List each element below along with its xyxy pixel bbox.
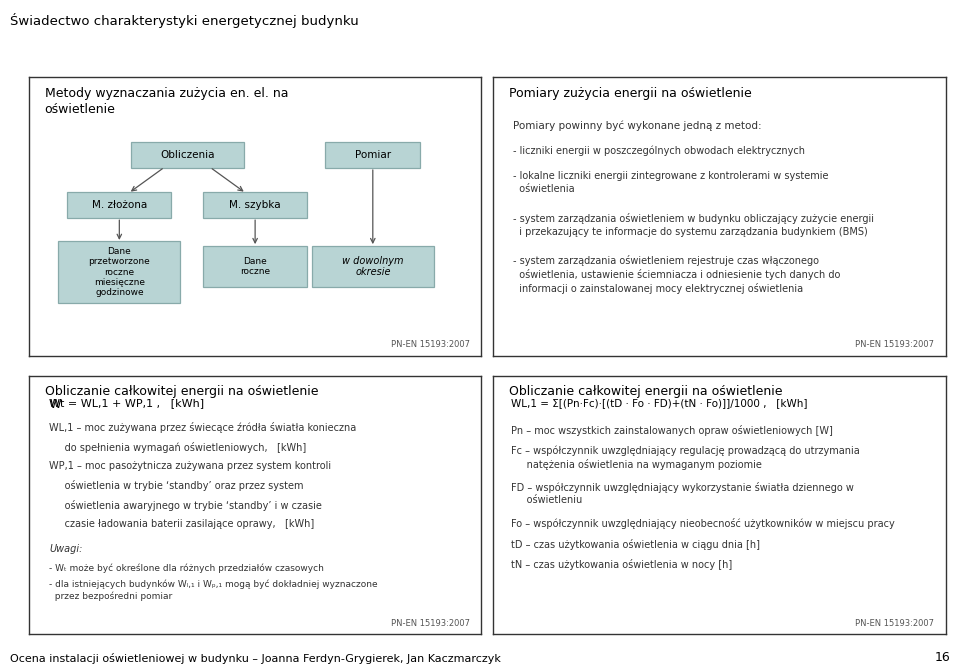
Text: Obliczenia: Obliczenia: [160, 150, 214, 160]
Text: PN-EN 15193:2007: PN-EN 15193:2007: [855, 619, 934, 627]
Text: do spełnienia wymagań oświetleniowych,   [kWh]: do spełnienia wymagań oświetleniowych, […: [49, 442, 306, 453]
Text: PN-EN 15193:2007: PN-EN 15193:2007: [391, 619, 470, 627]
FancyBboxPatch shape: [204, 192, 307, 219]
Text: PN-EN 15193:2007: PN-EN 15193:2007: [391, 340, 470, 349]
Text: M. złożona: M. złożona: [92, 200, 147, 210]
Text: Obliczanie całkowitej energii na oświetlenie: Obliczanie całkowitej energii na oświetl…: [45, 384, 318, 398]
Text: - system zarządzania oświetleniem w budynku obliczający zużycie energii
  i prze: - system zarządzania oświetleniem w budy…: [514, 213, 875, 237]
FancyBboxPatch shape: [204, 246, 307, 287]
Text: Świadectwo charakterystyki energetycznej budynku: Świadectwo charakterystyki energetycznej…: [10, 13, 358, 28]
Text: - liczniki energii w poszczególnych obwodach elektrycznych: - liczniki energii w poszczególnych obwo…: [514, 146, 805, 156]
FancyBboxPatch shape: [67, 192, 172, 219]
Text: tD – czas użytkowania oświetlenia w ciągu dnia [h]: tD – czas użytkowania oświetlenia w ciąg…: [511, 539, 760, 550]
Text: - Wₜ może być określone dla różnych przedziałów czasowych: - Wₜ może być określone dla różnych prze…: [49, 563, 324, 572]
Text: Pn – moc wszystkich zainstalowanych opraw oświetleniowych [W]: Pn – moc wszystkich zainstalowanych opra…: [511, 425, 833, 436]
Text: Pomiary zużycia energii na oświetlenie: Pomiary zużycia energii na oświetlenie: [509, 87, 752, 100]
Text: - dla istniejących budynków Wₗ,₁ i Wₚ,₁ mogą być dokładniej wyznaczone
  przez b: - dla istniejących budynków Wₗ,₁ i Wₚ,₁ …: [49, 580, 378, 601]
Text: Dane
roczne: Dane roczne: [240, 257, 270, 276]
FancyBboxPatch shape: [131, 142, 244, 168]
Text: WL,1 – moc zużywana przez świecące źródła światła konieczna: WL,1 – moc zużywana przez świecące źródł…: [49, 422, 356, 433]
Text: Pomiary powinny być wykonane jedną z metod:: Pomiary powinny być wykonane jedną z met…: [514, 120, 762, 131]
Text: w dowolnym
okresie: w dowolnym okresie: [342, 256, 403, 277]
Text: - system zarządzania oświetleniem rejestruje czas włączonego
  oświetlenia, usta: - system zarządzania oświetleniem rejest…: [514, 254, 841, 294]
Text: - lokalne liczniki energii zintegrowane z kontrolerami w systemie
  oświetlenia: - lokalne liczniki energii zintegrowane …: [514, 171, 828, 194]
Text: Fc – współczynnik uwzględniający regulację prowadzącą do utrzymania
     natężen: Fc – współczynnik uwzględniający regulac…: [511, 446, 860, 470]
Text: M. szybka: M. szybka: [229, 200, 281, 210]
FancyBboxPatch shape: [59, 242, 180, 303]
Text: tN – czas użytkowania oświetlenia w nocy [h]: tN – czas użytkowania oświetlenia w nocy…: [511, 559, 732, 570]
Text: PN-EN 15193:2007: PN-EN 15193:2007: [855, 340, 934, 349]
Text: Obliczanie całkowitej energii na oświetlenie: Obliczanie całkowitej energii na oświetl…: [509, 384, 782, 398]
Text: 16: 16: [935, 652, 950, 664]
Text: Wt = WL,1 + WP,1 ,   [kWh]: Wt = WL,1 + WP,1 , [kWh]: [49, 398, 204, 408]
FancyBboxPatch shape: [312, 246, 434, 287]
Text: oświetlenia w trybie ‘standby’ oraz przez system: oświetlenia w trybie ‘standby’ oraz prze…: [49, 480, 303, 491]
Text: Dane
przetworzone
roczne
miesięczne
godzinowe: Dane przetworzone roczne miesięczne godz…: [88, 247, 150, 297]
Text: FD – współczynnik uwzględniający wykorzystanie światła dziennego w
     oświetle: FD – współczynnik uwzględniający wykorzy…: [511, 482, 854, 505]
Text: Pomiar: Pomiar: [355, 150, 391, 160]
Text: czasie ładowania baterii zasilające oprawy,   [kWh]: czasie ładowania baterii zasilające opra…: [49, 519, 315, 529]
Text: Metody wyznaczania zużycia en. el. na
oświetlenie: Metody wyznaczania zużycia en. el. na oś…: [45, 87, 288, 116]
Text: Fo – współczynnik uwzględniający nieobecność użytkowników w miejscu pracy: Fo – współczynnik uwzględniający nieobec…: [511, 518, 895, 529]
Text: Uwagi:: Uwagi:: [49, 544, 83, 554]
Text: WL,1 = Σ[(Pn·Fc)·[(tD · Fo · FD)+(tN · Fo)]]/1000 ,   [kWh]: WL,1 = Σ[(Pn·Fc)·[(tD · Fo · FD)+(tN · F…: [511, 398, 807, 408]
Text: W: W: [49, 398, 60, 411]
Text: oświetlenia awaryjnego w trybie ‘standby’ i w czasie: oświetlenia awaryjnego w trybie ‘standby…: [49, 500, 322, 511]
FancyBboxPatch shape: [325, 142, 420, 168]
Text: Ocena instalacji oświetleniowej w budynku – Joanna Ferdyn-Grygierek, Jan Kaczmar: Ocena instalacji oświetleniowej w budynk…: [10, 654, 500, 664]
Text: WP,1 – moc pasożytnicza zużywana przez system kontroli: WP,1 – moc pasożytnicza zużywana przez s…: [49, 461, 331, 471]
